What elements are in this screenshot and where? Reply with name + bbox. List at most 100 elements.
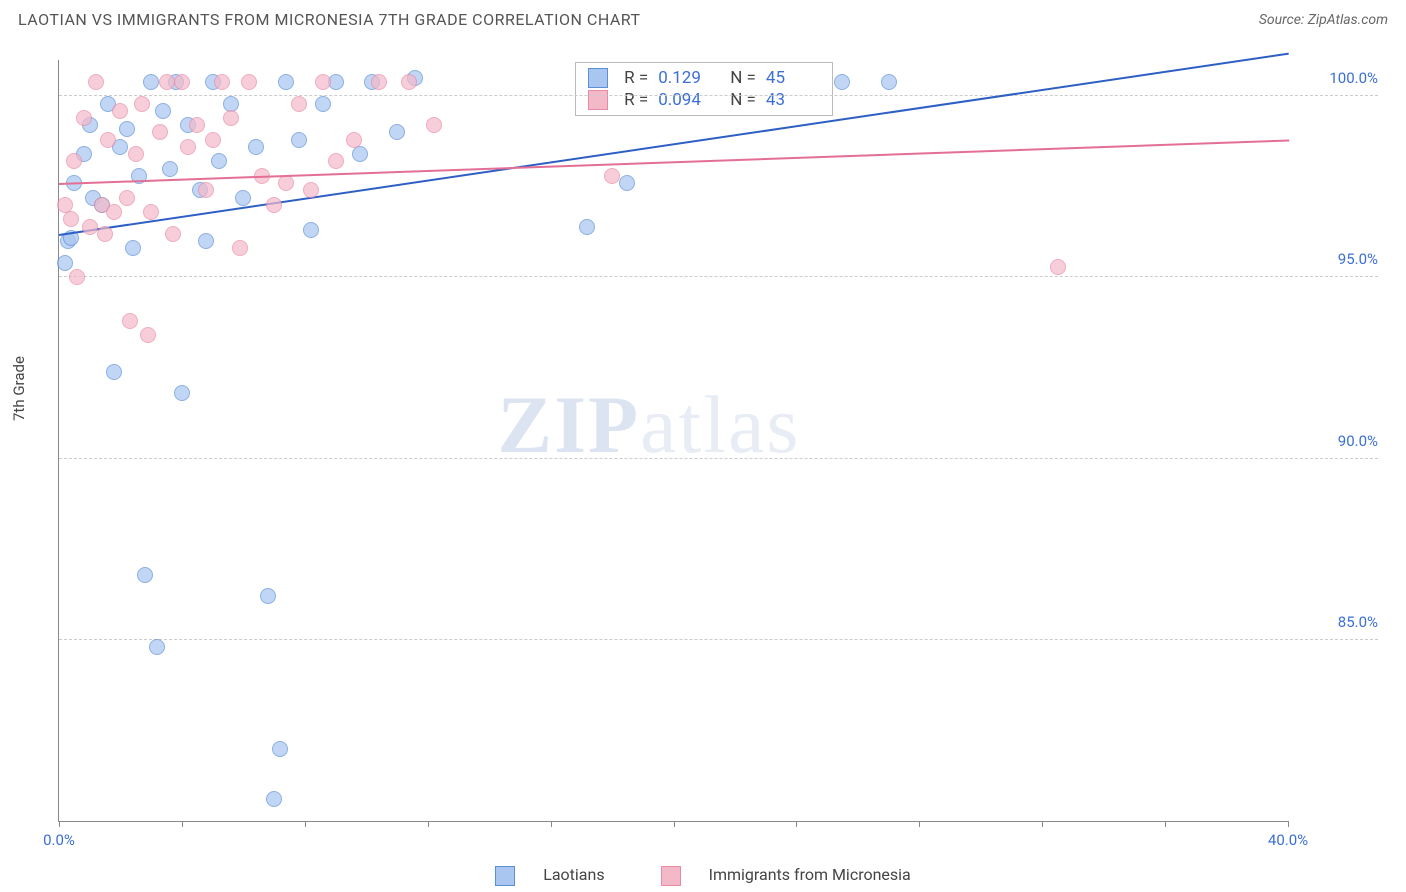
y-tick-label: 90.0% [1298,432,1378,450]
chart-container: 7th Grade ZIPatlas R =0.129N =45R =0.094… [18,40,1388,852]
x-tick [1165,821,1166,827]
scatter-point [291,96,307,112]
legend-item: Laotians [481,865,618,884]
scatter-point [76,110,92,126]
scatter-point [426,117,442,133]
gridline-h [59,458,1378,459]
y-tick-label: 95.0% [1298,250,1378,268]
scatter-point [165,226,181,242]
x-tick [1042,821,1043,827]
scatter-point [174,74,190,90]
scatter-point [272,741,288,757]
scatter-point [232,240,248,256]
scatter-point [155,103,171,119]
scatter-point [198,182,214,198]
x-tick [551,821,552,827]
scatter-point [128,146,144,162]
scatter-point [189,117,205,133]
scatter-point [214,74,230,90]
scatter-point [205,132,221,148]
scatter-point [140,327,156,343]
stat-n-label: N = [730,68,756,88]
scatter-point [352,146,368,162]
scatter-point [303,222,319,238]
scatter-point [619,175,635,191]
legend-item: Immigrants from Micronesia [647,865,925,884]
scatter-point [278,74,294,90]
scatter-point [315,96,331,112]
scatter-point [66,153,82,169]
scatter-point [174,385,190,401]
x-tick-label: 40.0% [1268,831,1308,849]
x-tick [59,821,60,827]
x-tick-label: 0.0% [43,831,75,849]
x-tick [796,821,797,827]
scatter-point [291,132,307,148]
scatter-point [125,240,141,256]
scatter-point [106,204,122,220]
scatter-point [162,161,178,177]
x-tick [182,821,183,827]
gridline-h [59,639,1378,640]
scatter-point [112,103,128,119]
watermark-atlas: atlas [640,379,800,470]
scatter-point [143,74,159,90]
trend-line [59,140,1289,186]
gridline-h [59,276,1378,277]
scatter-point [371,74,387,90]
scatter-point [143,204,159,220]
scatter-point [198,233,214,249]
scatter-point [63,211,79,227]
x-tick [305,821,306,827]
stats-row: R = 0.129 N = 45 [588,67,820,89]
stat-r-label: R = [624,68,648,88]
stats-legend-box: R = 0.129 N = 45 R = 0.094 N = 43 [575,62,833,116]
stat-r-label: R = [624,90,648,110]
scatter-point [82,219,98,235]
x-tick [428,821,429,827]
scatter-point [346,132,362,148]
scatter-point [106,364,122,380]
stat-r-value: 0.094 [658,90,712,110]
stats-row: R = 0.094 N = 43 [588,89,820,111]
y-axis-label: 7th Grade [10,356,28,421]
scatter-point [315,74,331,90]
scatter-point [604,168,620,184]
scatter-point [248,139,264,155]
stat-n-value: 45 [766,68,820,88]
scatter-point [57,255,73,271]
scatter-point [260,588,276,604]
scatter-point [88,74,104,90]
legend-swatch [661,866,681,886]
scatter-point [389,124,405,140]
source-attribution: Source: ZipAtlas.com [1259,12,1388,28]
scatter-point [152,124,168,140]
scatter-point [119,121,135,137]
scatter-point [180,139,196,155]
scatter-point [149,639,165,655]
gridline-h [59,95,1378,96]
legend-swatch [588,90,608,110]
plot-area: ZIPatlas R =0.129N =45R =0.094N =43 85.0… [58,60,1288,822]
scatter-point [134,96,150,112]
scatter-point [834,74,850,90]
scatter-point [266,197,282,213]
scatter-point [328,153,344,169]
scatter-point [881,74,897,90]
stat-r-value: 0.129 [658,68,712,88]
scatter-point [241,74,257,90]
scatter-point [223,110,239,126]
scatter-point [137,567,153,583]
bottom-legend: Laotians Immigrants from Micronesia [0,865,1406,886]
y-tick-label: 100.0% [1298,69,1378,87]
scatter-point [579,219,595,235]
chart-title: LAOTIAN VS IMMIGRANTS FROM MICRONESIA 7T… [18,10,641,29]
scatter-point [266,791,282,807]
scatter-point [401,74,417,90]
x-tick [919,821,920,827]
stat-n-value: 43 [766,90,820,110]
scatter-point [235,190,251,206]
scatter-point [278,175,294,191]
stat-n-label: N = [730,90,756,110]
scatter-point [303,182,319,198]
